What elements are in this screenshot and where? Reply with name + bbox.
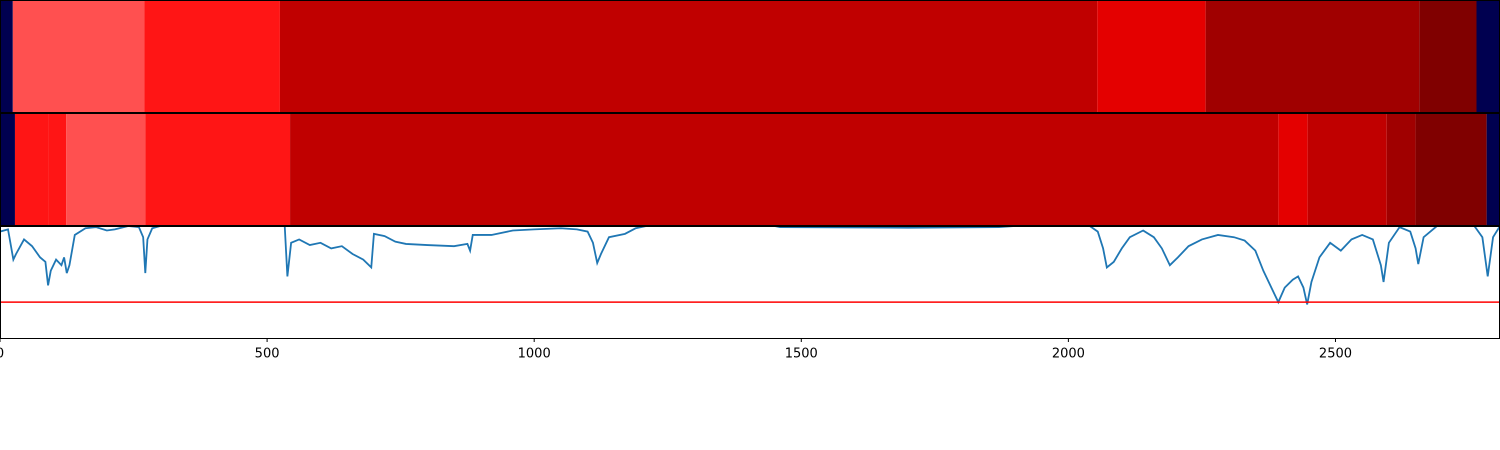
segment: [1415, 113, 1487, 225]
segment: [290, 113, 1279, 225]
segment: [14, 113, 49, 225]
line: [0, 226, 1500, 305]
x-tick-label: 1000: [518, 347, 551, 362]
x-tick-label: 0: [0, 347, 4, 362]
segment: [1097, 0, 1206, 112]
segment: [0, 113, 15, 225]
segment: [12, 0, 145, 112]
segment: [0, 0, 13, 112]
segment: [145, 113, 291, 225]
x-tick-label: 1500: [785, 347, 818, 362]
x-tick-label: 500: [255, 347, 280, 362]
segment: [144, 0, 280, 112]
segment: [279, 0, 1098, 112]
segment: [1278, 113, 1308, 225]
segment: [1386, 113, 1416, 225]
segment: [1205, 0, 1420, 112]
segment: [1307, 113, 1387, 225]
segment: [1486, 113, 1500, 225]
segment: [1419, 0, 1477, 112]
segment: [48, 113, 67, 225]
x-tick-label: 2500: [1319, 347, 1352, 362]
segment: [66, 113, 146, 225]
x-tick-label: 2000: [1052, 347, 1085, 362]
segment: [1476, 0, 1500, 112]
panel-frame: [0, 226, 1500, 339]
